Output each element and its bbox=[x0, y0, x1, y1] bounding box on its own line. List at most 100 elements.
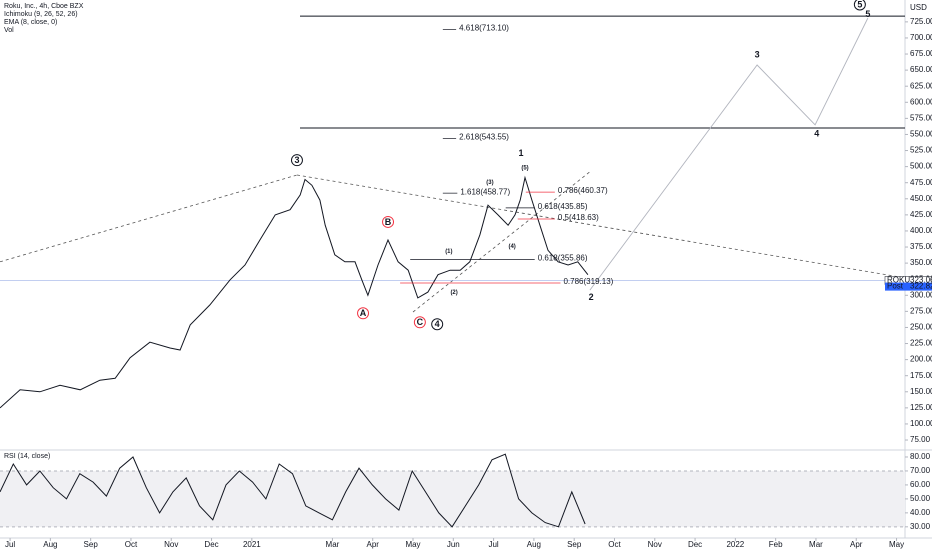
y-tick-label: 400.00 bbox=[910, 226, 932, 235]
y-tick-label: 425.00 bbox=[910, 210, 932, 219]
y-tick-label: 200.00 bbox=[910, 355, 932, 364]
post-tag bbox=[885, 282, 932, 291]
wave-circle bbox=[853, 0, 866, 11]
x-tick-label: Sep bbox=[84, 540, 99, 549]
y-tick-label: 50.00 bbox=[910, 494, 931, 503]
x-tick-label: May bbox=[405, 540, 420, 549]
y-tick-label: 275.00 bbox=[910, 306, 932, 315]
x-tick-label: Sep bbox=[567, 540, 582, 549]
y-tick-label: 725.00 bbox=[910, 17, 932, 26]
x-tick-label: Jul bbox=[488, 540, 498, 549]
fib-label: 0.786(460.37) bbox=[558, 186, 608, 195]
wave-label: 3 bbox=[294, 155, 299, 165]
trend-line bbox=[296, 174, 906, 279]
x-tick-label: Nov bbox=[164, 540, 178, 549]
y-tick-label: 175.00 bbox=[910, 371, 932, 380]
x-tick-label: Oct bbox=[125, 540, 138, 549]
wave-label: 3 bbox=[755, 50, 760, 60]
wave-label: (5) bbox=[521, 165, 528, 171]
y-tick-label: 225.00 bbox=[910, 339, 932, 348]
indicator-label: Ichimoku (9, 26, 52, 26) bbox=[4, 11, 78, 18]
y-tick-label: 650.00 bbox=[910, 65, 932, 74]
wave-label: 5 bbox=[865, 9, 870, 19]
x-tick-label: Apr bbox=[850, 540, 863, 549]
rsi-band bbox=[0, 470, 905, 527]
y-tick-label: 575.00 bbox=[910, 113, 932, 122]
fib-label: 0.618(435.85) bbox=[538, 202, 588, 211]
x-tick-label: Mar bbox=[326, 540, 340, 549]
wave-label: 4 bbox=[435, 319, 440, 329]
x-tick-label: Dec bbox=[204, 540, 218, 549]
x-tick-label: 2021 bbox=[243, 540, 261, 549]
x-tick-label: Mar bbox=[809, 540, 823, 549]
y-tick-label: 125.00 bbox=[910, 403, 932, 412]
y-tick-label: 60.00 bbox=[910, 480, 931, 489]
price-line bbox=[0, 453, 586, 528]
wave-label: (4) bbox=[508, 244, 515, 250]
fib-label: 2.618(543.55) bbox=[459, 133, 509, 142]
wave-label: (2) bbox=[450, 290, 457, 296]
y-tick-label: 75.00 bbox=[910, 435, 931, 444]
y-tick-label: 500.00 bbox=[910, 162, 932, 171]
fib-label: 4.618(713.10) bbox=[459, 24, 509, 33]
wave-circle bbox=[431, 318, 444, 331]
wave-label: 2 bbox=[589, 292, 594, 302]
wave-label: 1 bbox=[518, 148, 523, 158]
y-tick-label: 250.00 bbox=[910, 323, 932, 332]
wave-circle bbox=[357, 307, 370, 320]
x-tick-label: Dec bbox=[688, 540, 702, 549]
wave-label: 4 bbox=[814, 129, 819, 139]
wave-label: (1) bbox=[445, 249, 452, 255]
y-tick-label: 475.00 bbox=[910, 178, 932, 187]
x-tick-label: Feb bbox=[769, 540, 783, 549]
x-tick-label: 2022 bbox=[726, 540, 744, 549]
wave-circle bbox=[382, 215, 395, 228]
wave-label: B bbox=[385, 217, 392, 227]
wave-circle bbox=[290, 154, 303, 167]
y-tick-label: 600.00 bbox=[910, 97, 932, 106]
x-tick-label: Apr bbox=[366, 540, 379, 549]
wave-label: A bbox=[360, 308, 367, 318]
y-tick-label: 450.00 bbox=[910, 194, 932, 203]
x-tick-label: May bbox=[889, 540, 904, 549]
y-tick-label: 675.00 bbox=[910, 49, 932, 58]
y-tick-label: 525.00 bbox=[910, 146, 932, 155]
y-tick-label: 300.00 bbox=[910, 290, 932, 299]
wave-label: (3) bbox=[486, 180, 493, 186]
x-tick-label: Jul bbox=[5, 540, 15, 549]
y-tick-label: 550.00 bbox=[910, 130, 932, 139]
x-tick-label: Nov bbox=[648, 540, 662, 549]
post-tag-value: 322.82 bbox=[910, 282, 932, 291]
wave-label: C bbox=[417, 317, 424, 327]
fib-label: 0.786(319.13) bbox=[563, 277, 613, 286]
y-tick-label: 100.00 bbox=[910, 419, 932, 428]
rsi-title: RSI (14, close) bbox=[4, 453, 50, 460]
chart-title: Roku, Inc., 4h, Cboe BZX bbox=[4, 3, 84, 10]
fib-label: 0.618(355.86) bbox=[538, 253, 588, 262]
y-tick-label: 30.00 bbox=[910, 522, 931, 531]
y-tick-label: 350.00 bbox=[910, 258, 932, 267]
post-tag-label: Post bbox=[887, 282, 904, 291]
projection-line bbox=[589, 17, 869, 291]
wave-circle bbox=[413, 316, 426, 329]
x-tick-label: Aug bbox=[527, 540, 541, 549]
y-tick-label: 80.00 bbox=[910, 452, 931, 461]
indicator-label: EMA (8, close, 0) bbox=[4, 19, 57, 26]
indicator-label: Vol bbox=[4, 27, 14, 34]
y-tick-label: 40.00 bbox=[910, 508, 931, 517]
x-tick-label: Oct bbox=[608, 540, 621, 549]
y-tick-label: 70.00 bbox=[910, 466, 931, 475]
y-tick-label: 625.00 bbox=[910, 81, 932, 90]
fib-label: 1.618(458.77) bbox=[460, 187, 510, 196]
fib-label: 0.5(418.63) bbox=[558, 213, 599, 222]
wave-label: 5 bbox=[857, 0, 862, 9]
currency: USD bbox=[910, 3, 927, 12]
trend-line bbox=[412, 171, 591, 313]
y-tick-label: 700.00 bbox=[910, 33, 932, 42]
y-tick-label: 375.00 bbox=[910, 242, 932, 251]
price-tag-symbol: ROKU bbox=[887, 276, 910, 285]
x-tick-label: Jun bbox=[447, 540, 460, 549]
y-tick-label: 150.00 bbox=[910, 387, 932, 396]
